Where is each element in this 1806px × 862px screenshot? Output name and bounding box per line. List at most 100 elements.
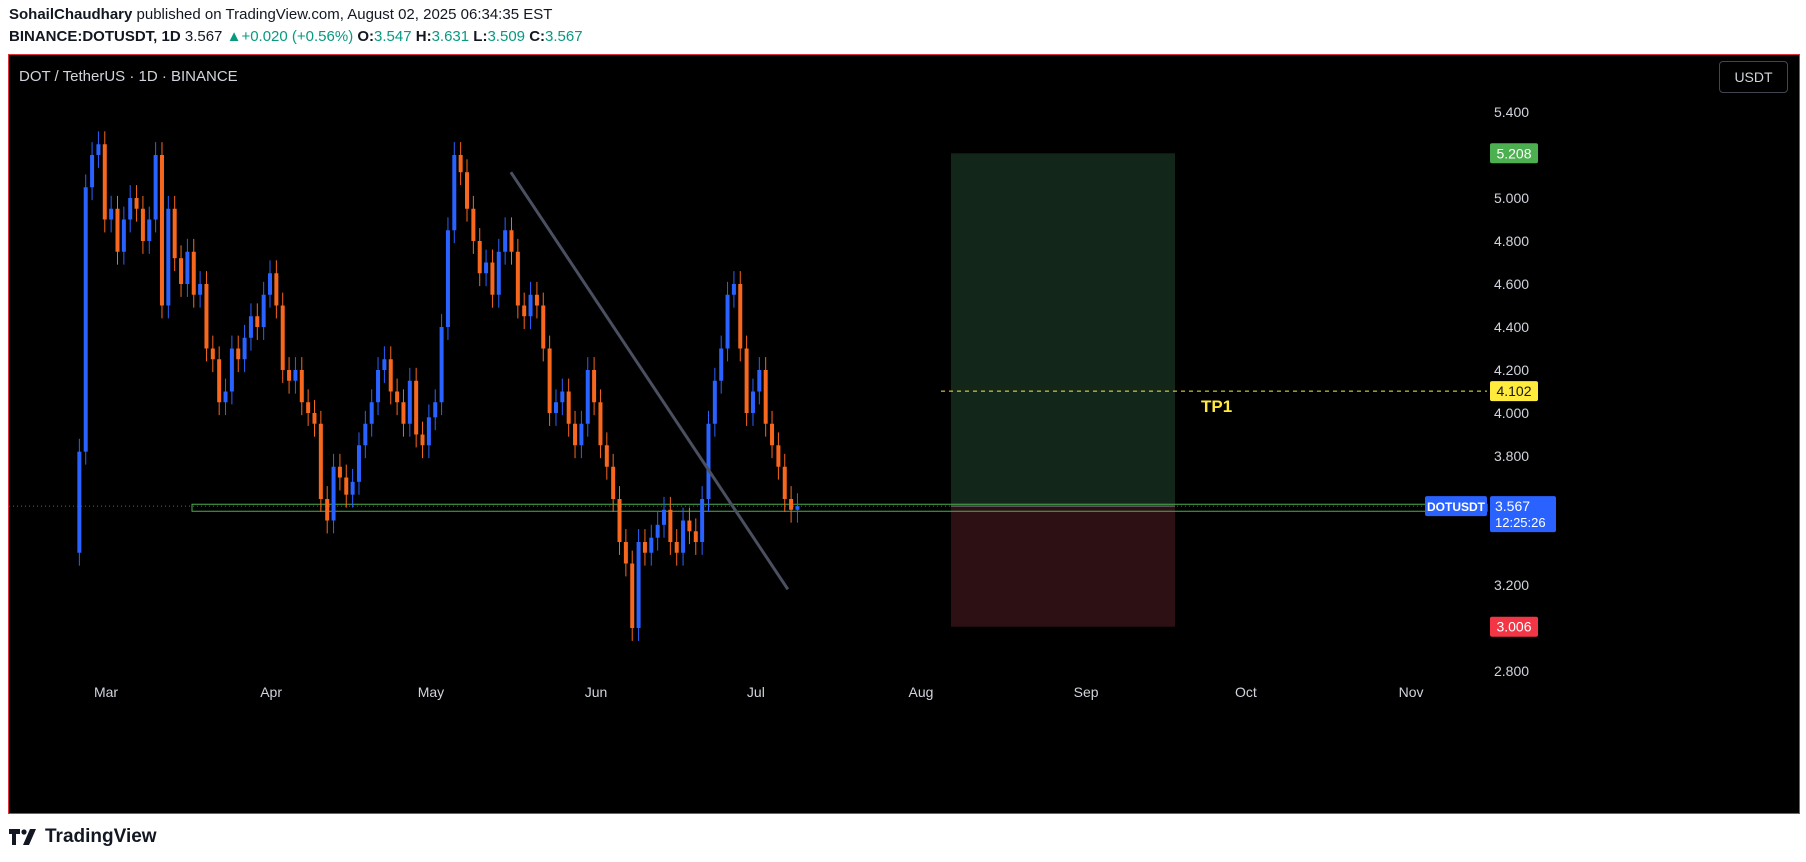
candle-body bbox=[744, 348, 749, 413]
candle-body bbox=[770, 423, 775, 446]
x-tick-label: Sep bbox=[1074, 684, 1099, 700]
candle-body bbox=[642, 542, 647, 553]
candle-body bbox=[452, 155, 457, 231]
candle-body bbox=[217, 359, 222, 403]
candle-body bbox=[198, 284, 203, 295]
candle-body bbox=[312, 413, 317, 424]
x-tick-label: Jun bbox=[585, 684, 608, 700]
candle-body bbox=[636, 542, 641, 628]
candle-body bbox=[147, 219, 152, 241]
candle-body bbox=[731, 284, 736, 295]
candle-body bbox=[655, 524, 660, 538]
y-tick-label: 2.800 bbox=[1494, 663, 1529, 679]
candle-body bbox=[579, 423, 584, 446]
candle-body bbox=[541, 305, 546, 349]
candle-body bbox=[83, 187, 88, 452]
candle-body bbox=[528, 294, 533, 317]
candle-body bbox=[248, 316, 253, 338]
candle-body bbox=[522, 305, 527, 317]
x-tick-label: Nov bbox=[1399, 684, 1424, 700]
publish-info: SohailChaudhary published on TradingView… bbox=[9, 6, 552, 23]
candle-body bbox=[382, 359, 387, 370]
candle-body bbox=[795, 506, 800, 510]
target-price-tag-bg bbox=[1490, 143, 1538, 164]
candle-body bbox=[363, 423, 368, 446]
candle-body bbox=[401, 402, 406, 424]
publish-date: published on TradingView.com, August 02,… bbox=[132, 6, 553, 23]
currency-button[interactable]: USDT bbox=[1719, 61, 1788, 93]
candle-body bbox=[90, 155, 95, 188]
candle-body bbox=[299, 370, 304, 403]
candle-body bbox=[426, 417, 431, 446]
x-tick-label: Oct bbox=[1235, 684, 1257, 700]
x-tick-label: May bbox=[418, 684, 444, 700]
support-zone bbox=[191, 503, 1488, 512]
x-tick-label: Jul bbox=[747, 684, 765, 700]
y-tick-label: 4.800 bbox=[1494, 233, 1529, 249]
candle-body bbox=[337, 466, 342, 478]
candle-body bbox=[407, 380, 412, 424]
candle-body bbox=[700, 499, 705, 542]
symbol-interval: BINANCE:DOTUSDT, 1D bbox=[9, 28, 181, 45]
candle-body bbox=[268, 273, 273, 295]
candle-body bbox=[490, 262, 495, 295]
candle-body bbox=[350, 481, 355, 495]
candle-body bbox=[318, 423, 323, 499]
candle-body bbox=[750, 391, 755, 413]
symbol-tag-bg bbox=[1425, 496, 1487, 517]
candle-body bbox=[445, 230, 450, 327]
candle-body bbox=[77, 451, 82, 553]
candle-body bbox=[757, 370, 762, 392]
stop-zone bbox=[951, 506, 1175, 627]
chart-panel[interactable]: TP1 5.400 5.000 4.800 4.600 4.400 4.200 4.000 3.… bbox=[8, 54, 1800, 814]
candle-body bbox=[477, 241, 482, 274]
candle-body bbox=[166, 208, 171, 306]
x-tick-label: Aug bbox=[909, 684, 934, 700]
candle-body bbox=[96, 144, 101, 155]
candle-body bbox=[280, 305, 285, 370]
up-arrow-icon: ▲ bbox=[226, 28, 242, 45]
tp1-price-tag-bg bbox=[1490, 381, 1538, 402]
candle-body bbox=[414, 380, 419, 435]
candle-body bbox=[236, 348, 241, 360]
low-label: L: bbox=[473, 28, 488, 45]
y-tick-label: 5.000 bbox=[1494, 190, 1529, 206]
candle-body bbox=[674, 542, 679, 553]
y-tick-label: 4.200 bbox=[1494, 362, 1529, 378]
candle-body bbox=[566, 391, 571, 424]
candle-body bbox=[585, 370, 590, 424]
y-tick-label: 4.600 bbox=[1494, 276, 1529, 292]
author-name: SohailChaudhary bbox=[9, 6, 133, 23]
candle-body bbox=[115, 208, 120, 252]
candle-body bbox=[191, 251, 196, 295]
candle-body bbox=[649, 537, 654, 553]
candle-body bbox=[274, 273, 279, 306]
candle-body bbox=[611, 466, 616, 499]
candle-body bbox=[134, 198, 139, 209]
candle-body bbox=[662, 509, 667, 525]
candle-body bbox=[623, 542, 628, 564]
tp1-label: TP1 bbox=[1201, 397, 1232, 416]
candle-body bbox=[712, 380, 717, 424]
candle-body bbox=[121, 219, 126, 252]
candle-body bbox=[185, 251, 190, 284]
candle-body bbox=[738, 284, 743, 349]
candle-body bbox=[630, 563, 635, 628]
chart-title: DOT / TetherUS · 1D · BINANCE bbox=[19, 68, 238, 85]
price-chart[interactable]: TP1 5.400 5.000 4.800 4.600 4.400 4.200 4.000 3.… bbox=[9, 55, 1799, 813]
candle-body bbox=[204, 284, 209, 349]
close-value: 3.567 bbox=[545, 28, 583, 45]
candle-body bbox=[465, 172, 470, 209]
candle-body bbox=[153, 155, 158, 220]
candle-body bbox=[604, 445, 609, 467]
high-label: H: bbox=[415, 28, 432, 45]
candle-body bbox=[484, 262, 489, 274]
candle-body bbox=[719, 348, 724, 381]
candle-body bbox=[102, 144, 107, 220]
candle-body bbox=[140, 208, 145, 241]
candle-body bbox=[687, 520, 692, 532]
candle-body bbox=[534, 294, 539, 306]
candle-body bbox=[509, 230, 514, 252]
countdown-tag: 12:25:26 bbox=[1495, 515, 1546, 530]
candle-body bbox=[420, 434, 425, 446]
